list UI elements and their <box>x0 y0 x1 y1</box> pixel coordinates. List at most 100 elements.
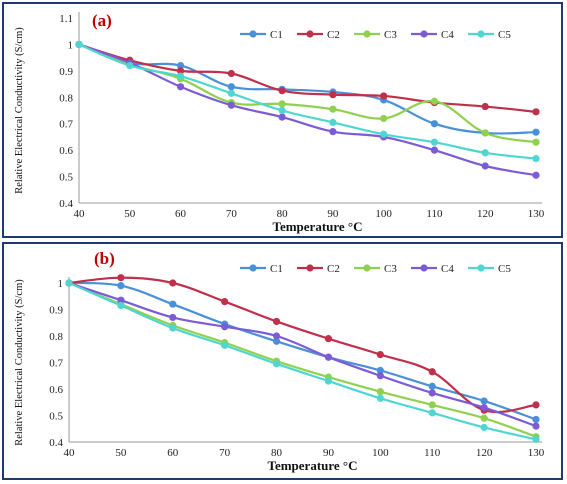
x-tick-label: 60 <box>167 447 179 459</box>
x-tick-label: 120 <box>476 447 493 459</box>
data-point-c3 <box>428 401 436 409</box>
data-point-c4 <box>227 101 235 109</box>
data-point-c5 <box>221 341 229 349</box>
series-line-c3 <box>68 281 537 438</box>
data-point-c4 <box>329 128 337 136</box>
y-tick-label: 0.9 <box>59 66 73 78</box>
chart-b-svg: 0.4 0.5 0.6 0.7 0.8 0.9 1 40 50 60 70 80 90 100 110 120… <box>14 249 545 473</box>
data-point-c3 <box>532 138 540 146</box>
data-point-c5 <box>126 61 134 70</box>
data-point-c2 <box>324 335 333 343</box>
y-tick-label: 1 <box>58 278 64 290</box>
data-point-c5 <box>480 423 488 432</box>
legend-marker-c2 <box>306 30 314 38</box>
data-point-c5 <box>65 279 73 287</box>
y-tick-label: 0.7 <box>49 358 63 370</box>
y-tick-label: 0.4 <box>49 437 63 449</box>
y-tick-label: 0.8 <box>59 92 73 104</box>
data-point-c5 <box>329 118 337 126</box>
x-tick-label: 60 <box>175 208 187 220</box>
data-point-c5 <box>532 155 540 163</box>
y-tick-label: 0.8 <box>49 331 63 343</box>
data-point-c2 <box>329 91 337 99</box>
x-tick-label: 80 <box>277 208 289 220</box>
x-axis-title: Temperature °C <box>267 458 357 473</box>
data-point-c5 <box>272 360 281 368</box>
x-tick-label: 80 <box>271 447 283 459</box>
data-point-c1 <box>227 83 235 91</box>
x-tick-label: 120 <box>477 208 494 220</box>
data-point-c1 <box>117 282 125 290</box>
data-point-c1 <box>430 120 439 128</box>
data-point-c1 <box>532 128 540 136</box>
data-point-c5 <box>117 301 125 310</box>
x-tick-label: 100 <box>372 447 389 459</box>
data-point-c4 <box>430 146 439 154</box>
chart-panel-b: 0.4 0.5 0.6 0.7 0.8 0.9 1 40 50 60 70 80 90 100 110 120… <box>2 242 563 480</box>
legend-marker-c2 <box>306 264 314 272</box>
data-point-c5 <box>376 394 384 402</box>
y-tick-label: 0.5 <box>59 172 73 184</box>
legend-marker-c1 <box>249 30 257 38</box>
x-tick-label: 90 <box>323 447 335 459</box>
legend-marker-c3 <box>363 30 371 38</box>
x-tick-label: 40 <box>64 447 76 459</box>
x-tick-label: 130 <box>528 447 545 459</box>
x-tick-label: 130 <box>528 208 545 220</box>
x-tick-label: 70 <box>226 208 238 220</box>
data-point-c3 <box>376 388 384 396</box>
data-point-c3 <box>430 97 439 105</box>
legend-label-c2: C2 <box>327 29 340 41</box>
data-point-c4 <box>532 422 540 430</box>
data-point-c1 <box>169 300 177 308</box>
data-point-c2 <box>428 368 436 376</box>
data-point-c3 <box>481 129 489 137</box>
data-point-c4 <box>272 332 281 340</box>
legend-label-c1: C1 <box>270 263 283 275</box>
data-point-c5 <box>75 40 83 49</box>
data-point-c2 <box>227 69 235 78</box>
data-point-c5 <box>532 435 540 443</box>
data-point-c2 <box>532 401 540 409</box>
legend-marker-c5 <box>477 264 485 272</box>
data-point-c5 <box>428 409 436 417</box>
data-point-c2 <box>221 297 229 306</box>
y-tick-label: 1 <box>68 39 74 51</box>
legend-label-c3: C3 <box>384 263 397 275</box>
y-tick-label: 0.6 <box>49 384 63 396</box>
panel-label: (b) <box>94 249 115 268</box>
data-point-c5 <box>278 106 286 115</box>
data-point-c1 <box>176 61 185 70</box>
y-axis-title: Relative Electrical Conductivity (S/cm) <box>14 279 25 446</box>
legend-marker-c4 <box>420 264 428 272</box>
legend-label-c5: C5 <box>498 263 511 275</box>
chart-panel-a: 0.4 0.5 0.6 0.7 0.8 0.9 1 1.1 40 50 60 70 80 90 100 110… <box>2 2 563 238</box>
data-point-c4 <box>117 296 125 304</box>
data-point-c2 <box>481 102 489 111</box>
legend-label-c4: C4 <box>441 29 454 41</box>
data-point-c4 <box>376 372 384 380</box>
x-tick-label: 50 <box>115 447 127 459</box>
data-point-c3 <box>278 100 286 108</box>
data-point-c5 <box>481 149 489 157</box>
x-axis-title: Temperature °C <box>272 219 362 234</box>
y-axis-title: Relative Electrical Conductivity (S/cm) <box>14 27 25 194</box>
series-line-c4 <box>78 43 537 177</box>
x-tick-label: 70 <box>219 447 231 459</box>
legend-label-c1: C1 <box>270 29 283 41</box>
series-line-c2 <box>78 43 537 113</box>
legend-label-c5: C5 <box>498 29 511 41</box>
series-line-c4 <box>68 281 537 428</box>
y-tick-label: 0.6 <box>59 145 73 157</box>
chart-a-svg: 0.4 0.5 0.6 0.7 0.8 0.9 1 1.1 40 50 60 70 80 90 100 110… <box>14 11 545 234</box>
data-point-c1 <box>428 382 436 390</box>
legend-label-c4: C4 <box>441 263 454 275</box>
legend-label-c3: C3 <box>384 29 397 41</box>
x-tick-label: 90 <box>327 208 339 220</box>
panel-label: (a) <box>92 11 112 30</box>
legend-marker-c4 <box>420 30 428 38</box>
data-point-c4 <box>480 403 488 412</box>
data-point-c3 <box>480 414 488 422</box>
data-point-c5 <box>227 89 235 97</box>
series-line-c2 <box>68 276 537 414</box>
